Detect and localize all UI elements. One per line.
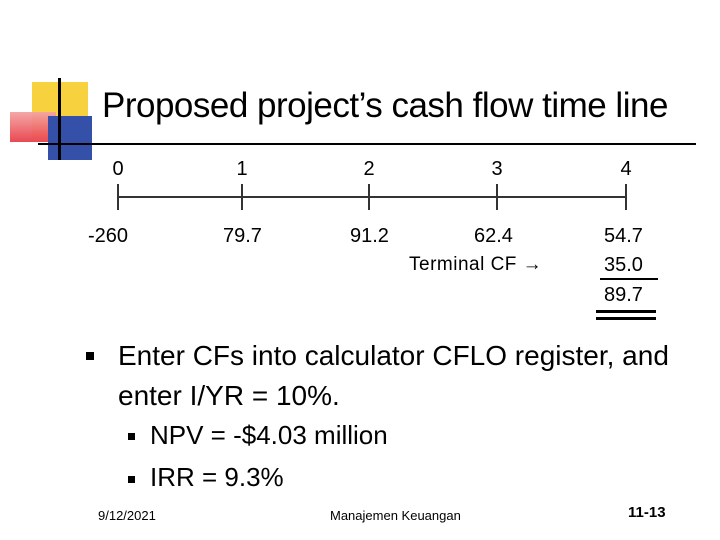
slide-number: 11-13 <box>628 504 666 521</box>
terminal-cf-value: 35.0 <box>604 254 643 276</box>
total-cf-value: 89.7 <box>604 284 643 306</box>
irr-bullet-text: IRR = 9.3% <box>150 462 284 492</box>
npv-bullet-text: NPV = -$4.03 million <box>150 420 388 450</box>
terminal-cf-label: Terminal CF → <box>409 254 543 275</box>
period-label-0: 0 <box>112 158 124 180</box>
period-label-4: 4 <box>620 158 632 180</box>
sum-rule <box>600 278 658 280</box>
timeline-tick-4 <box>625 184 627 210</box>
period-label-3: 3 <box>491 158 503 180</box>
bullet-square <box>86 352 94 360</box>
cash-flow-1: 79.7 <box>223 225 262 247</box>
cash-flow-3: 62.4 <box>474 225 513 247</box>
timeline-tick-2 <box>368 184 370 210</box>
footer-title: Manajemen Keuangan <box>330 508 461 523</box>
slide-title: Proposed project’s cash flow time line <box>102 86 668 125</box>
period-label-2: 2 <box>363 158 375 180</box>
timeline-tick-0 <box>117 184 119 210</box>
main-bullet-text: Enter CFs into calculator CFLO register,… <box>118 340 669 411</box>
title-underline <box>92 143 696 145</box>
cash-flow-4: 54.7 <box>604 225 643 247</box>
sub-bullet-square <box>128 476 135 483</box>
sub-bullet-square <box>128 433 135 440</box>
timeline-axis <box>118 196 626 198</box>
double-underline-bottom <box>596 317 656 320</box>
period-label-1: 1 <box>236 158 248 180</box>
timeline-tick-3 <box>496 184 498 210</box>
logo-horizontal-line <box>38 143 102 145</box>
timeline-tick-1 <box>241 184 243 210</box>
logo-blue-square <box>48 116 92 160</box>
cash-flow-2: 91.2 <box>350 225 389 247</box>
cash-flow-0: -260 <box>88 225 129 247</box>
logo-vertical-line <box>58 78 61 160</box>
footer-date: 9/12/2021 <box>98 508 156 523</box>
double-underline-top <box>596 310 656 313</box>
